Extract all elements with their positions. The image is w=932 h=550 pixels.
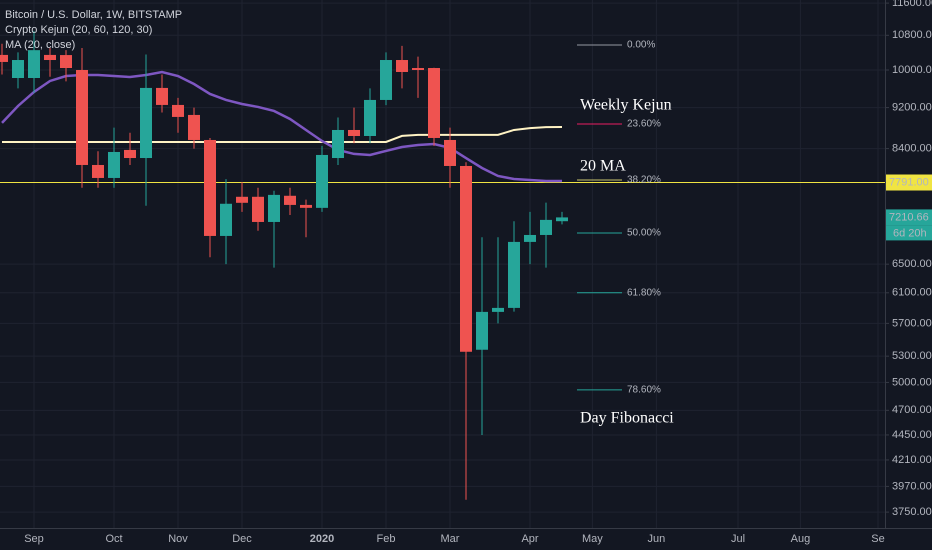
x-tick-label: Mar (441, 533, 460, 545)
candle-body (300, 204, 312, 208)
indicator-label: Crypto Kejun (20, 60, 120, 30) (5, 24, 152, 36)
candle-body (444, 139, 456, 166)
candle-body (0, 54, 8, 62)
y-tick-label: 11600.00 (892, 0, 932, 9)
y-tick-label: 4450.00 (892, 429, 932, 441)
countdown-bg (886, 225, 932, 241)
fib-label: 78.60% (627, 385, 661, 396)
indicator-label: MA (20, close) (5, 39, 75, 51)
candle-body (172, 104, 184, 117)
y-tick-label: 10000.00 (892, 64, 932, 76)
candle-body (12, 60, 24, 79)
y-tick-label: 4210.00 (892, 454, 932, 466)
fib-label: 0.00% (627, 40, 655, 51)
x-tick-label: 2020 (310, 533, 334, 545)
x-tick-label: Dec (232, 533, 252, 545)
x-tick-label: Nov (168, 533, 188, 545)
candle-body (92, 164, 104, 178)
candle-body (140, 87, 152, 159)
candle-body (124, 149, 136, 159)
chart-title: Bitcoin / U.S. Dollar, 1W, BITSTAMP (5, 9, 182, 21)
candle-body (476, 311, 488, 350)
candle-body (556, 217, 568, 222)
candle-body (60, 55, 72, 69)
fib-label: 50.00% (627, 228, 661, 239)
axes: 3750.00 3970.00 4210.00 4450.00 4700.00 5000.… (24, 0, 932, 545)
x-tick-label: Jun (648, 533, 666, 545)
fib-label: 61.80% (627, 287, 661, 298)
grid (0, 0, 885, 528)
y-tick-label: 6500.00 (892, 258, 932, 270)
x-tick-label: Aug (791, 533, 811, 545)
y-tick-label: 3750.00 (892, 506, 932, 518)
x-tick-label: May (582, 533, 603, 545)
candle-body (28, 50, 40, 79)
candle-body (236, 196, 248, 203)
y-tick-label: 5000.00 (892, 376, 932, 388)
y-tick-label: 8400.00 (892, 142, 932, 154)
candle-body (332, 129, 344, 159)
candle-body (188, 114, 200, 140)
price-label-bg (886, 209, 932, 226)
candle-body (364, 99, 376, 136)
price-label: 7791.00 (889, 176, 929, 188)
candle-body (316, 154, 328, 208)
candle-body (220, 203, 232, 236)
candle-body (268, 194, 280, 222)
y-tick-label: 9200.00 (892, 101, 932, 113)
candle-body (540, 219, 552, 235)
candle-body (156, 87, 168, 105)
y-tick-label: 6100.00 (892, 287, 932, 299)
candle-body (76, 69, 88, 165)
annotation: Weekly Kejun (580, 97, 672, 114)
candle-body (380, 60, 392, 100)
indicator-line (2, 126, 563, 143)
candle-body (44, 54, 56, 61)
candle-body (108, 151, 120, 178)
x-tick-label: Jul (731, 533, 745, 545)
x-tick-label: Oct (105, 533, 122, 545)
price-label: 7210.66 (889, 211, 929, 223)
x-tick-label: Apr (521, 533, 538, 545)
annotation: Day Fibonacci (580, 410, 674, 427)
candle-body (412, 68, 424, 70)
indicator-line (1, 70, 562, 183)
y-tick-label: 4700.00 (892, 404, 932, 416)
y-tick-label: 10800.00 (892, 29, 932, 41)
candle-body (252, 196, 264, 222)
y-tick-label: 3970.00 (892, 480, 932, 492)
y-tick-label: 5700.00 (892, 317, 932, 329)
fib-label: 23.60% (627, 119, 661, 130)
fib-label: 38.20% (627, 175, 661, 186)
annotation: 20 MA (580, 158, 626, 175)
y-tick-label: 5300.00 (892, 350, 932, 362)
candle-body (204, 139, 216, 236)
candle-body (492, 307, 504, 312)
candle-body (284, 195, 296, 205)
candle-body (460, 165, 472, 352)
x-tick-label: Sep (24, 533, 44, 545)
candle-body (508, 241, 520, 308)
price-label-bg (886, 174, 932, 191)
x-tick-label: Se (871, 533, 884, 545)
plot: 0.00% 23.60% 38.20% 50.00% 61.80% 78.60% (0, 31, 885, 500)
x-tick-label: Feb (377, 533, 396, 545)
candle-body (396, 60, 408, 72)
candle-body (428, 68, 440, 138)
candle-body (524, 234, 536, 242)
candle-body (348, 129, 360, 136)
countdown: 6d 20h (893, 227, 927, 239)
